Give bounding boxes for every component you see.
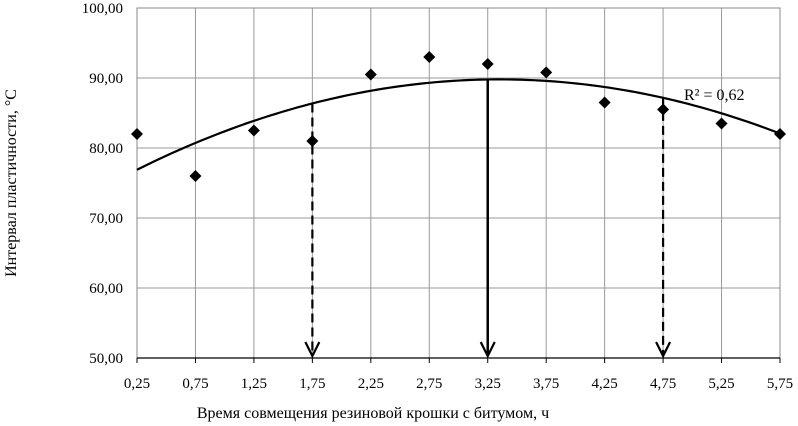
solid-arrow	[479, 79, 496, 359]
x-tick-label: 1,25	[241, 376, 267, 392]
grid	[137, 8, 780, 358]
x-tick-label: 5,25	[708, 376, 734, 392]
data-point-marker	[306, 135, 319, 147]
trendline	[136, 78, 781, 171]
trendline-group	[136, 78, 781, 171]
x-axis-title: Время совмещения резиновой крошки с биту…	[197, 405, 549, 422]
data-point-marker	[540, 66, 553, 79]
dashed-arrow	[655, 97, 672, 359]
data-point-marker	[598, 96, 611, 109]
plot-frame	[136, 7, 781, 363]
y-tick-labels: 50,00 60,00 70,00 80,00 90,00 100,00	[82, 1, 123, 367]
x-tick-label: 5,75	[767, 376, 793, 392]
y-tick-label: 60,00	[89, 281, 123, 297]
y-tick-label: 50,00	[89, 351, 123, 367]
x-tick-label: 2,25	[358, 376, 384, 392]
data-point-marker	[423, 51, 436, 63]
data-point-marker	[131, 128, 143, 140]
y-axis-title: Интервал пластичности, °С	[3, 89, 20, 277]
data-point-marker	[364, 68, 377, 81]
data-point-marker	[247, 124, 260, 137]
x-tick-label: 2,75	[416, 376, 442, 392]
y-tick-label: 90,00	[89, 71, 123, 87]
data-point-marker	[715, 117, 728, 130]
data-point-marker	[189, 170, 202, 182]
plot-border	[136, 7, 781, 359]
x-tick-label: 0,75	[182, 376, 208, 392]
data-point-marker	[774, 128, 786, 140]
x-tick-labels: 0,25 0,75 1,25 1,75 2,25 2,75 3,25 3,75 4,25 4,75…	[124, 376, 793, 392]
x-tick-label: 3,75	[533, 376, 559, 392]
x-tick-label: 3,25	[475, 376, 501, 392]
y-tick-label: 80,00	[89, 141, 123, 157]
y-tick-label: 70,00	[89, 211, 123, 227]
r-squared-label: R² = 0,62	[684, 87, 745, 104]
x-tick-label: 4,75	[650, 376, 676, 392]
x-tick-label: 1,75	[299, 376, 325, 392]
data-point-marker	[481, 58, 494, 70]
x-tick-label: 4,25	[592, 376, 618, 392]
y-tick-label: 100,00	[82, 1, 123, 17]
data-point-marker	[657, 103, 670, 116]
x-tick-label: 0,25	[124, 376, 150, 392]
data-points	[131, 51, 786, 182]
